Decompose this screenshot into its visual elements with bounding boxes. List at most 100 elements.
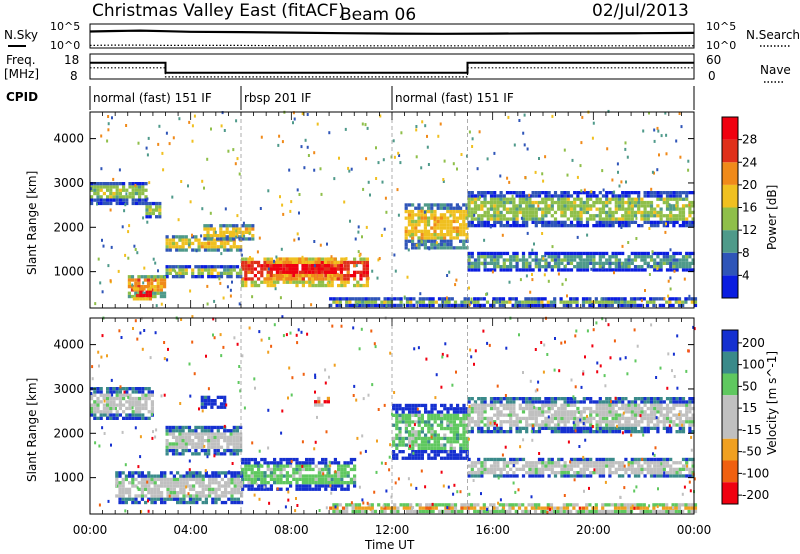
noise-cell bbox=[243, 234, 246, 238]
data-cell bbox=[486, 220, 490, 224]
data-cell bbox=[672, 217, 676, 221]
data-cell bbox=[496, 464, 500, 468]
data-cell bbox=[420, 436, 424, 441]
noise-cell bbox=[580, 141, 583, 145]
data-cell bbox=[99, 413, 103, 417]
noise-cell bbox=[365, 225, 368, 229]
data-cell bbox=[659, 403, 663, 407]
data-cell bbox=[473, 420, 478, 424]
data-cell bbox=[499, 224, 503, 228]
data-cell bbox=[528, 406, 532, 411]
noise-cell bbox=[330, 255, 333, 259]
noise-cell bbox=[288, 168, 291, 172]
data-cell bbox=[550, 197, 554, 201]
noise-cell bbox=[195, 249, 198, 253]
data-cell bbox=[244, 484, 248, 488]
data-cell bbox=[257, 487, 261, 491]
data-cell bbox=[142, 287, 146, 291]
data-cell bbox=[582, 464, 586, 468]
data-cell bbox=[476, 303, 480, 308]
data-cell bbox=[148, 290, 152, 294]
data-cell bbox=[456, 430, 460, 434]
data-cell bbox=[102, 185, 106, 189]
data-cell bbox=[547, 197, 551, 201]
data-cell bbox=[518, 210, 522, 215]
data-cell bbox=[499, 214, 503, 218]
data-cell bbox=[191, 235, 195, 239]
data-cell bbox=[534, 261, 538, 265]
data-cell bbox=[541, 457, 545, 462]
noise-left-tick-top: 10^5 bbox=[50, 20, 80, 33]
data-cell bbox=[646, 261, 650, 265]
data-cell bbox=[514, 297, 518, 301]
data-cell bbox=[345, 297, 349, 301]
cpid-label: CPID bbox=[6, 90, 38, 104]
data-cell bbox=[605, 410, 609, 414]
data-cell bbox=[547, 191, 551, 195]
data-cell bbox=[630, 457, 634, 462]
data-cell bbox=[227, 484, 231, 488]
noise-cell bbox=[219, 281, 222, 285]
data-cell bbox=[534, 471, 538, 475]
data-cell bbox=[144, 198, 148, 202]
data-cell bbox=[222, 224, 226, 228]
data-cell bbox=[572, 300, 576, 304]
data-cell bbox=[269, 270, 273, 274]
data-cell bbox=[153, 294, 157, 299]
data-cell bbox=[130, 288, 135, 292]
data-cell bbox=[260, 270, 264, 274]
data-cell bbox=[165, 439, 169, 443]
data-cell bbox=[466, 303, 470, 308]
data-cell bbox=[241, 457, 245, 462]
data-cell bbox=[449, 407, 453, 411]
data-cell bbox=[122, 387, 126, 391]
noise-cell bbox=[293, 117, 296, 121]
data-cell bbox=[203, 425, 208, 430]
data-cell bbox=[547, 220, 551, 224]
data-cell bbox=[223, 405, 227, 409]
data-cell bbox=[518, 430, 522, 434]
data-cell bbox=[377, 303, 381, 308]
data-cell bbox=[138, 182, 142, 186]
noise-cell bbox=[369, 193, 371, 197]
data-cell bbox=[285, 464, 289, 468]
data-cell bbox=[493, 420, 497, 424]
data-cell bbox=[337, 467, 341, 472]
data-cell bbox=[470, 220, 474, 224]
data-cell bbox=[505, 403, 510, 407]
data-cell bbox=[211, 487, 215, 491]
data-cell bbox=[191, 268, 195, 272]
data-cell bbox=[156, 491, 160, 495]
data-cell bbox=[144, 396, 148, 401]
data-cell bbox=[291, 264, 295, 268]
data-cell bbox=[579, 467, 583, 471]
data-cell bbox=[685, 224, 689, 228]
data-cell bbox=[659, 410, 663, 414]
data-cell bbox=[531, 207, 535, 211]
data-cell bbox=[112, 387, 116, 391]
noise-cell bbox=[583, 188, 586, 192]
data-cell bbox=[493, 430, 497, 434]
data-cell bbox=[563, 194, 567, 198]
data-cell bbox=[592, 261, 596, 265]
data-cell bbox=[365, 264, 369, 268]
data-cell bbox=[327, 257, 331, 261]
data-cell bbox=[569, 210, 574, 215]
data-cell bbox=[138, 416, 142, 420]
data-cell bbox=[470, 210, 474, 215]
data-cell bbox=[643, 261, 647, 265]
data-cell bbox=[621, 461, 625, 465]
data-cell bbox=[238, 227, 242, 231]
data-cell bbox=[544, 416, 548, 421]
data-cell bbox=[235, 445, 240, 449]
data-cell bbox=[486, 471, 490, 475]
data-cell bbox=[134, 191, 138, 196]
data-cell bbox=[153, 484, 157, 488]
data-cell bbox=[430, 233, 434, 237]
data-cell bbox=[646, 420, 650, 424]
data-cell bbox=[314, 283, 318, 288]
data-cell bbox=[207, 432, 211, 436]
data-cell bbox=[652, 303, 656, 308]
data-cell bbox=[210, 435, 214, 439]
data-cell bbox=[633, 413, 638, 417]
